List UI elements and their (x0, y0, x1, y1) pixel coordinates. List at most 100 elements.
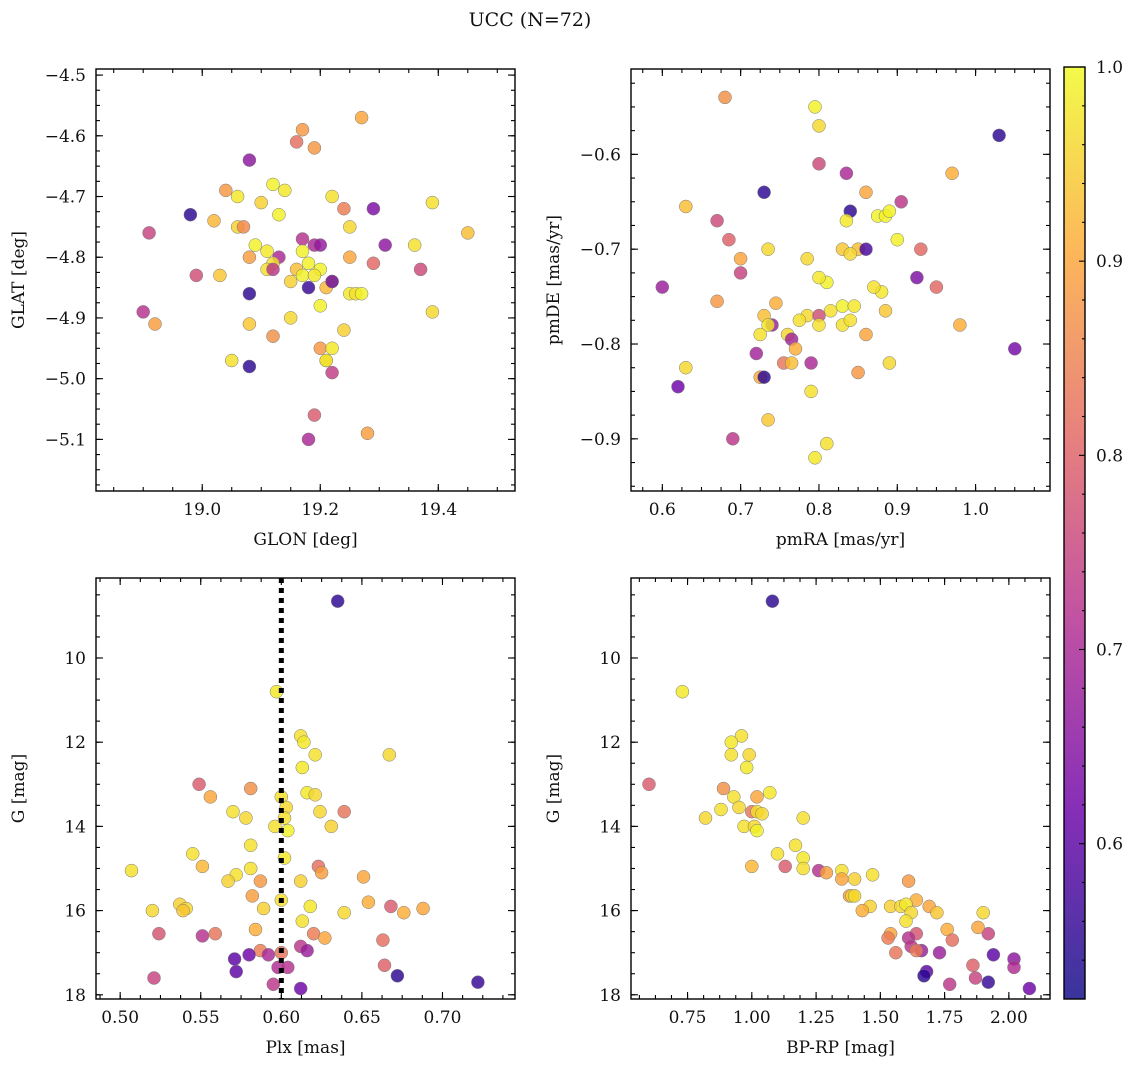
data-point (330, 594, 345, 608)
x-tick-label: 0.70 (424, 1008, 462, 1028)
ticks: 0.50 0.55 0.60 0.65 0.70 10 12 14 16 18 (64, 578, 515, 1028)
data-point (839, 213, 854, 228)
data-point (229, 964, 243, 979)
data-point (1008, 342, 1022, 356)
data-point (293, 981, 308, 996)
data-point (859, 185, 873, 200)
data-point (266, 329, 280, 343)
data-point (859, 242, 873, 256)
panel-top-left: 19.0 19.2 19.4 −4.5 −4.6 −4.7 −4.8 −4.9 −5.0 −5.1… (9, 66, 516, 550)
x-tick-label: 2.00 (990, 1008, 1028, 1028)
data-point (796, 811, 810, 825)
data-point (136, 305, 150, 319)
data-point (812, 157, 826, 171)
y-tick-label: −4.6 (45, 127, 86, 147)
data-point (407, 238, 422, 252)
data-point (945, 933, 960, 947)
data-point (750, 790, 764, 804)
data-point (337, 905, 351, 920)
data-point (425, 305, 440, 319)
data-point (301, 280, 316, 295)
x-tick-label: 19.4 (419, 500, 457, 520)
data-point (835, 299, 850, 313)
data-point (917, 969, 931, 983)
data-point (675, 684, 690, 699)
data-point (147, 971, 161, 985)
data-point (878, 304, 893, 318)
data-point (710, 213, 724, 228)
data-point (256, 901, 271, 916)
data-point (901, 874, 916, 888)
ticks: 0.75 1.00 1.25 1.50 1.75 2.00 10 12 14 16 18 (599, 578, 1050, 1028)
data-point (757, 370, 771, 384)
data-point (966, 958, 980, 973)
y-tick-label: 18 (599, 986, 621, 1006)
x-tick-label: 0.55 (182, 1008, 220, 1028)
data-point (243, 838, 258, 853)
y-tick-label: −4.8 (45, 248, 86, 268)
data-point (124, 863, 139, 878)
data-point (185, 847, 200, 861)
data-point (303, 899, 318, 914)
data-point (313, 238, 328, 252)
panel-top-right: 0.6 0.7 0.8 0.9 1.0 −0.6 −0.7 −0.8 −0.9 pmRA [mas… (544, 68, 1051, 550)
x-tick-label: 0.50 (101, 1008, 139, 1028)
data-point (242, 286, 257, 301)
data-point (307, 408, 322, 422)
data-point (239, 811, 253, 825)
colorbar-gradient (1064, 67, 1085, 999)
data-point (792, 313, 807, 328)
data-point (325, 365, 339, 380)
y-tick-label: 10 (64, 649, 86, 669)
data-point (360, 426, 375, 441)
colorbar-tick-label: 1.0 (1096, 58, 1123, 78)
data-point (971, 920, 985, 935)
data-point (416, 901, 430, 916)
data-point (337, 323, 351, 337)
data-point (804, 384, 818, 399)
y-tick-label: −4.7 (45, 188, 86, 208)
data-point (749, 346, 764, 361)
data-point (847, 872, 862, 886)
x-axis-label: BP-RP [mag] (786, 1038, 895, 1058)
data-point (769, 296, 783, 310)
data-point (283, 311, 298, 325)
data-point (376, 933, 390, 947)
colorbar-tick-label: 0.9 (1096, 252, 1123, 272)
data-point (976, 905, 990, 920)
data-point (213, 268, 227, 283)
data-point (324, 819, 339, 834)
data-point (847, 299, 861, 313)
data-point (243, 781, 258, 796)
data-point (812, 318, 826, 332)
data-point (855, 903, 870, 918)
y-tick-label: −4.9 (45, 309, 86, 329)
x-tick-label: 0.9 (884, 500, 911, 520)
data-point (266, 262, 280, 277)
data-point (808, 100, 822, 114)
data-point (295, 122, 310, 137)
axes-frame (95, 68, 516, 492)
data-point (899, 914, 913, 928)
data-point (716, 781, 731, 796)
data-point (308, 788, 322, 802)
panels: 19.0 19.2 19.4 −4.5 −4.6 −4.7 −4.8 −4.9 −5.0 −5.1… (9, 66, 1051, 1058)
data-point (882, 356, 897, 370)
data-point (742, 748, 756, 762)
data-point (300, 943, 314, 958)
data-point (757, 185, 771, 200)
data-point (145, 903, 160, 918)
data-point (761, 318, 775, 332)
data-point (261, 948, 276, 962)
scatter-points (124, 594, 485, 996)
data-point (755, 807, 769, 821)
colorbar: 1.0 0.9 0.8 0.7 0.6 (1063, 58, 1123, 1000)
data-point (881, 931, 895, 945)
ticks: 0.6 0.7 0.8 0.9 1.0 −0.6 −0.7 −0.8 −0.9 (580, 69, 1050, 520)
x-tick-label: 0.8 (805, 500, 832, 520)
data-point (942, 977, 957, 992)
data-point (843, 247, 858, 261)
data-point (847, 889, 862, 903)
data-point (281, 960, 295, 975)
